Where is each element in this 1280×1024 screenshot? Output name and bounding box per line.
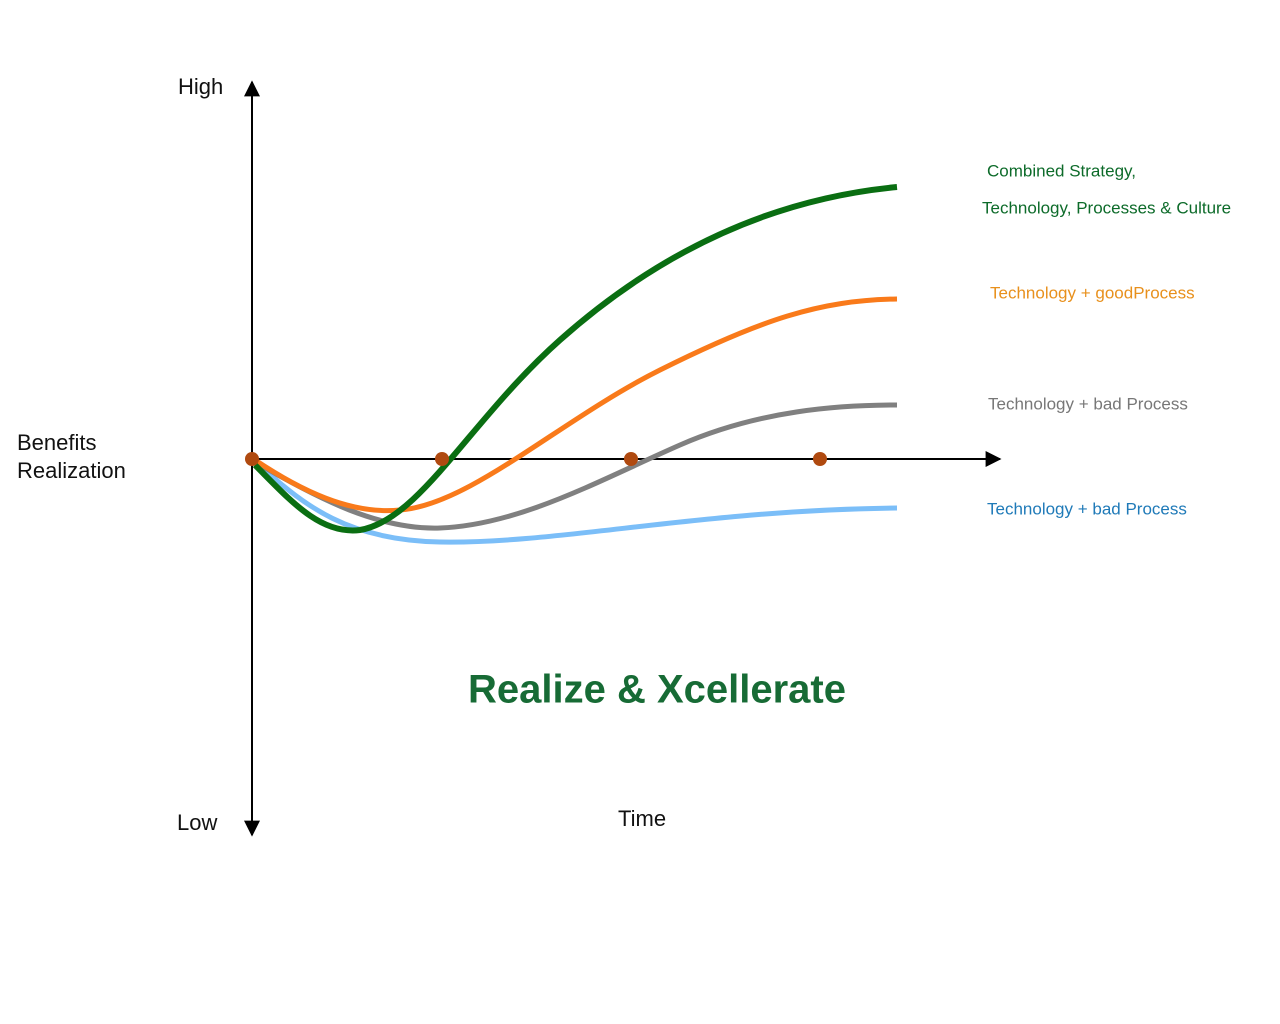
curve-blue bbox=[253, 460, 898, 545]
curve-label: Technology + bad Process bbox=[988, 394, 1188, 413]
y-low-label: Low bbox=[177, 810, 217, 835]
y-high-label: High bbox=[178, 74, 223, 99]
axis-dot bbox=[813, 452, 827, 466]
curve-label: Technology + goodProcess bbox=[990, 283, 1195, 302]
y-axis-label: Realization bbox=[17, 458, 126, 483]
x-axis-label: Time bbox=[618, 806, 666, 831]
curve-green bbox=[252, 184, 898, 534]
title: Realize & Xcellerate bbox=[468, 668, 846, 712]
y-axis-label: Benefits bbox=[17, 430, 97, 455]
axis-dot bbox=[624, 452, 638, 466]
curve-label: Technology, Processes & Culture bbox=[982, 198, 1231, 217]
axis-dot bbox=[435, 452, 449, 466]
curve-orange bbox=[253, 296, 898, 514]
axis-dot bbox=[245, 452, 259, 466]
curve-gray bbox=[253, 402, 898, 531]
curve-label: Combined Strategy, bbox=[987, 161, 1136, 180]
curve-label: Technology + bad Process bbox=[987, 499, 1187, 518]
